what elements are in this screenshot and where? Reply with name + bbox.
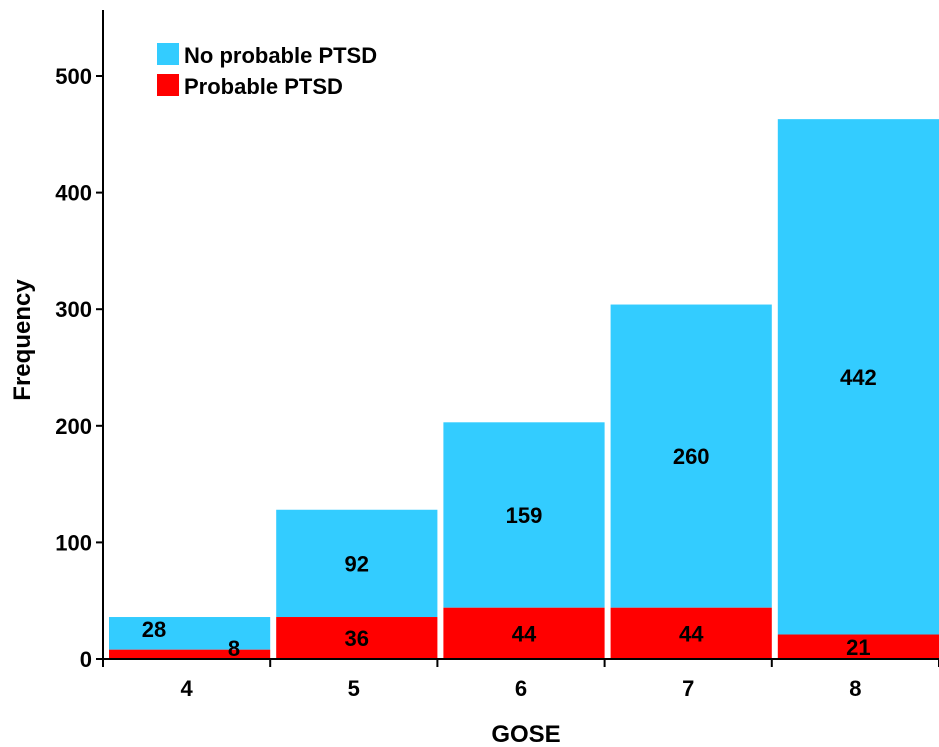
- x-tick-label: 6: [515, 676, 527, 701]
- y-axis-title: Frequency: [9, 279, 36, 401]
- legend-label-probable-ptsd: Probable PTSD: [184, 74, 343, 99]
- bar-probable-ptsd-4: [109, 649, 271, 659]
- x-tick-label: 8: [849, 676, 861, 701]
- data-label-no-probable-ptsd-4: 28: [142, 617, 166, 642]
- legend-label-no-probable-ptsd: No probable PTSD: [184, 43, 377, 68]
- bar-no-probable-ptsd-6: [443, 422, 605, 608]
- bar-no-probable-ptsd-5: [276, 509, 438, 618]
- bar-no-probable-ptsd-4: [109, 617, 271, 650]
- bar-probable-ptsd-6: [443, 607, 605, 659]
- data-label-no-probable-ptsd-5: 92: [345, 551, 369, 576]
- y-tick-label: 0: [80, 647, 92, 672]
- x-tick-label: 7: [682, 676, 694, 701]
- data-label-probable-ptsd-8: 21: [846, 635, 870, 660]
- data-label-probable-ptsd-7: 44: [679, 621, 704, 646]
- axes-layer: 0 100 200 300 400 500 4 5 6 7 8: [55, 10, 939, 701]
- data-label-probable-ptsd-5: 36: [345, 626, 369, 651]
- legend-swatch-probable-ptsd: [157, 74, 179, 96]
- bar-probable-ptsd-8: [777, 634, 939, 659]
- bar-probable-ptsd-7: [610, 607, 772, 659]
- legend-swatch-no-probable-ptsd: [157, 43, 179, 65]
- bar-labels-layer: 28 8 92 36 159 44 260 44 442 21: [142, 365, 877, 661]
- data-label-no-probable-ptsd-6: 159: [506, 503, 543, 528]
- y-tick-label: 200: [55, 414, 92, 439]
- x-axis-title: GOSE: [491, 721, 560, 747]
- y-tick-label: 400: [55, 181, 92, 206]
- bar-probable-ptsd-5: [276, 617, 438, 659]
- data-label-no-probable-ptsd-8: 442: [840, 365, 877, 390]
- x-tick-label: 4: [180, 676, 193, 701]
- data-label-no-probable-ptsd-7: 260: [673, 444, 710, 469]
- y-tick-label: 300: [55, 297, 92, 322]
- data-label-probable-ptsd-4: 8: [228, 636, 240, 661]
- y-tick-label: 100: [55, 530, 92, 555]
- y-tick-label: 500: [55, 64, 92, 89]
- bar-no-probable-ptsd-7: [610, 304, 772, 608]
- bars-layer: [109, 119, 939, 659]
- x-tick-label: 5: [348, 676, 360, 701]
- data-label-probable-ptsd-6: 44: [512, 621, 537, 646]
- legend: No probable PTSD Probable PTSD: [157, 43, 377, 99]
- bar-no-probable-ptsd-8: [777, 119, 939, 635]
